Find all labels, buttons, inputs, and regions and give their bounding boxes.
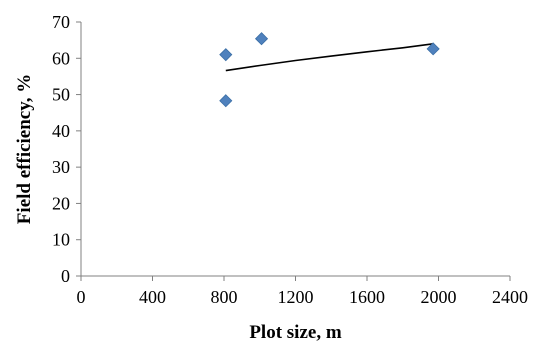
x-axis: 0 400 800 1200 1600 2000 2400 [77, 275, 528, 307]
x-tick-label: 1600 [349, 287, 385, 307]
y-axis: 0 10 20 30 40 50 60 70 [52, 12, 82, 286]
y-tick-label: 40 [52, 121, 70, 141]
x-tick-label: 0 [77, 287, 86, 307]
y-axis-title: Field efficiency, % [14, 74, 35, 224]
y-tick-label: 60 [52, 48, 70, 68]
y-tick-label: 0 [61, 266, 70, 286]
y-tick-label: 30 [52, 157, 70, 177]
data-point [254, 32, 269, 46]
x-tick-label: 1200 [278, 287, 314, 307]
trendline-path [225, 43, 434, 72]
data-point [219, 94, 233, 108]
data-point [426, 42, 440, 56]
data-points [219, 32, 440, 108]
y-tick-label: 70 [52, 12, 70, 32]
x-axis-title: Plot size, m [249, 322, 342, 343]
x-tick-label: 400 [139, 287, 166, 307]
x-tick-label: 800 [211, 287, 238, 307]
y-tick-label: 20 [52, 193, 70, 213]
x-tick-label: 2400 [492, 287, 528, 307]
y-tick-label: 10 [52, 230, 70, 250]
trendline [225, 43, 434, 72]
y-tick-label: 50 [52, 85, 70, 105]
x-tick-label: 2000 [421, 287, 457, 307]
data-point [219, 48, 233, 62]
